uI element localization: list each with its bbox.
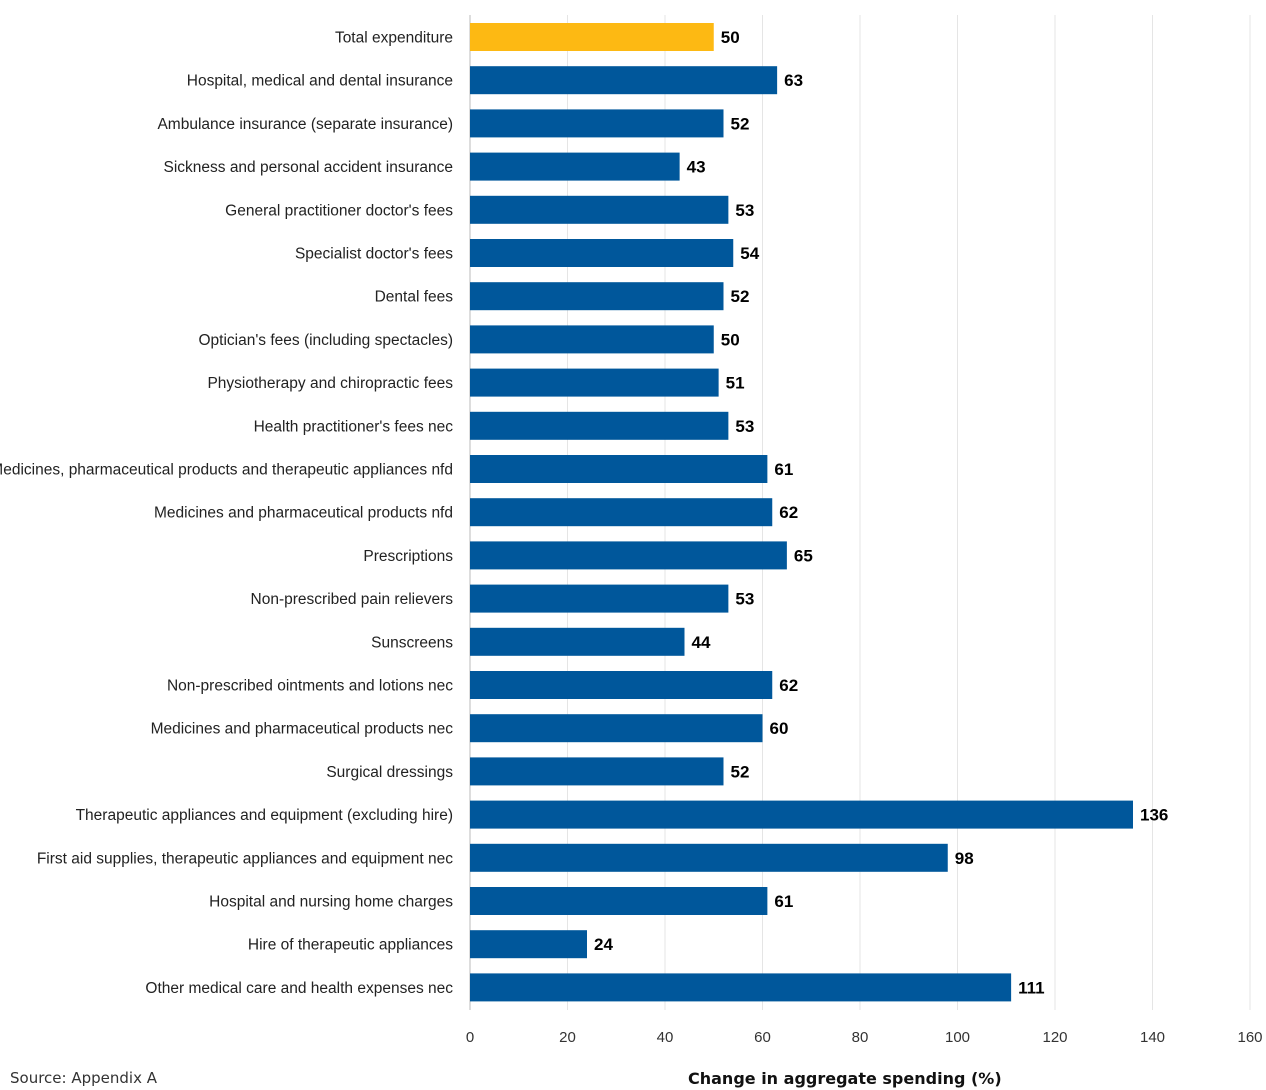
data-label: 98: [955, 849, 974, 868]
data-label: 65: [794, 546, 813, 565]
category-label: Hire of therapeutic appliances: [248, 937, 453, 954]
x-axis-title: Change in aggregate spending (%): [688, 1069, 1002, 1088]
category-label: Ambulance insurance (separate insurance): [157, 116, 453, 133]
data-label: 61: [774, 460, 793, 479]
category-label: Non-prescribed pain relievers: [251, 591, 454, 608]
bar: [470, 800, 1133, 829]
data-label: 61: [774, 892, 793, 911]
category-label: Physiotherapy and chiropractic fees: [207, 375, 453, 392]
bars: [470, 23, 1133, 1002]
data-label: 63: [784, 71, 803, 90]
bar: [470, 239, 734, 267]
category-label: Prescriptions: [363, 548, 453, 565]
category-label: Hospital, medical and dental insurance: [187, 73, 453, 90]
bar: [470, 627, 685, 656]
bar: [470, 843, 948, 872]
data-label: 111: [1018, 978, 1045, 997]
x-tick-label: 140: [1140, 1029, 1165, 1046]
bar: [470, 973, 1012, 1002]
bar: [470, 541, 787, 570]
data-label: 62: [779, 676, 798, 695]
category-label: First aid supplies, therapeutic applianc…: [37, 850, 453, 867]
bar: [470, 325, 714, 354]
data-label: 62: [779, 503, 798, 522]
data-label: 53: [735, 201, 754, 220]
category-label: Specialist doctor's fees: [295, 246, 453, 263]
data-label: 53: [735, 590, 754, 609]
data-label: 52: [731, 762, 750, 781]
bar: [470, 757, 724, 786]
category-label: Medicines and pharmaceutical products ne…: [151, 721, 454, 738]
x-tick-label: 0: [466, 1029, 474, 1046]
category-label: Hospital and nursing home charges: [209, 894, 453, 911]
bar: [470, 23, 714, 51]
x-tick-label: 20: [559, 1029, 576, 1046]
bar: [470, 66, 778, 95]
category-label: Sunscreens: [371, 634, 453, 651]
data-label: 53: [735, 417, 754, 436]
category-label: Health practitioner's fees nec: [254, 418, 454, 435]
bar: [470, 152, 680, 181]
source-note: Source: Appendix A: [10, 1069, 157, 1087]
data-label: 24: [594, 935, 613, 954]
bar: [470, 714, 763, 743]
category-label: Medicines, pharmaceutical products and t…: [0, 462, 453, 479]
x-tick-label: 80: [852, 1029, 869, 1046]
category-label: Sickness and personal accident insurance: [163, 159, 453, 176]
category-labels: Total expenditure Hospital, medical and d…: [0, 30, 453, 997]
data-label: 50: [721, 28, 740, 47]
data-label: 52: [731, 114, 750, 133]
bar: [470, 109, 724, 138]
bar: [470, 887, 768, 915]
bar: [470, 498, 773, 527]
bar: [470, 455, 768, 483]
bar: [470, 368, 719, 397]
category-label: Surgical dressings: [326, 764, 453, 781]
category-label: Dental fees: [375, 289, 454, 306]
category-label: Total expenditure: [335, 30, 453, 47]
value-labels: 50 63 52 43 53 54 52 50 51 53 61 62 65 53 44 62 60 52 136 9…: [594, 28, 1168, 997]
category-label: Optician's fees (including spectacles): [198, 332, 453, 349]
x-tick-labels: 0 20 40 60 80 100 120 140 160: [466, 1029, 1263, 1046]
data-label: 52: [731, 287, 750, 306]
x-tick-label: 60: [754, 1029, 771, 1046]
bar: [470, 930, 587, 959]
data-label: 136: [1140, 806, 1168, 825]
x-tick-label: 40: [657, 1029, 674, 1046]
category-label: Therapeutic appliances and equipment (ex…: [76, 807, 453, 824]
bar: [470, 671, 773, 699]
category-label: Non-prescribed ointments and lotions nec: [167, 678, 453, 695]
data-label: 44: [692, 633, 711, 652]
data-label: 51: [726, 374, 745, 393]
x-tick-label: 120: [1042, 1029, 1067, 1046]
category-label: Medicines and pharmaceutical products nf…: [154, 505, 453, 522]
bar: [470, 282, 724, 311]
bar: [470, 411, 729, 440]
data-label: 60: [770, 719, 789, 738]
gridlines: [469, 15, 1251, 1010]
bar: [470, 584, 729, 613]
x-tick-label: 100: [945, 1029, 970, 1046]
x-tick-label: 160: [1237, 1029, 1262, 1046]
category-label: General practitioner doctor's fees: [225, 202, 453, 219]
bar: [470, 195, 729, 224]
data-label: 43: [687, 158, 706, 177]
category-label: Other medical care and health expenses n…: [145, 980, 453, 997]
data-label: 54: [740, 244, 759, 263]
data-label: 50: [721, 330, 740, 349]
